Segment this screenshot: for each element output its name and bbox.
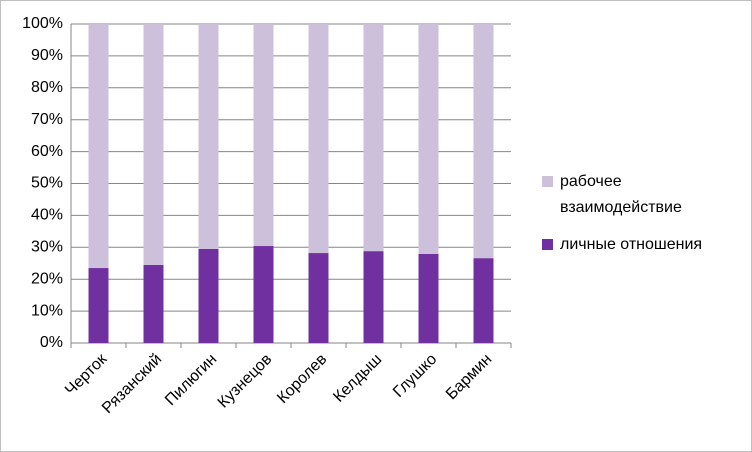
x-tick-label: Кузнецов — [215, 351, 276, 412]
x-tick-label: Королев — [274, 351, 330, 407]
bar — [418, 253, 439, 343]
x-tick-label: Келдыш — [330, 351, 385, 406]
legend-swatch — [542, 239, 553, 250]
bar — [88, 24, 109, 269]
bar — [308, 24, 329, 254]
bar — [473, 258, 494, 343]
y-tick-label: 50% — [31, 175, 63, 192]
y-tick-label: 20% — [31, 270, 63, 287]
x-tick-label: Глушко — [390, 351, 440, 401]
bar — [418, 24, 439, 254]
y-tick-label: 10% — [31, 302, 63, 319]
bar — [143, 264, 164, 343]
legend-item: личные отношения — [542, 232, 742, 258]
legend-swatch — [542, 176, 553, 187]
bar — [88, 268, 109, 343]
y-tick-label: 90% — [31, 47, 63, 64]
y-tick-label: 100% — [22, 15, 63, 32]
y-tick-label: 60% — [31, 143, 63, 160]
y-tick-label: 70% — [31, 111, 63, 128]
x-tick-label: Бармин — [443, 351, 495, 403]
y-tick-label: 30% — [31, 239, 63, 256]
x-tick-label: Рязанский — [99, 351, 165, 417]
legend-label: рабочее взаимодействие — [560, 173, 682, 216]
legend-label: личные отношения — [560, 236, 703, 253]
bar — [253, 246, 274, 343]
bar — [198, 248, 219, 343]
bar — [473, 24, 494, 259]
bar — [143, 24, 164, 265]
bar — [363, 251, 384, 343]
x-tick-label: Пилюгин — [162, 351, 220, 409]
y-tick-label: 80% — [31, 79, 63, 96]
y-tick-label: 40% — [31, 207, 63, 224]
y-tick-label: 0% — [40, 334, 63, 351]
bar — [308, 253, 329, 343]
bar — [363, 24, 384, 252]
bar — [253, 24, 274, 247]
bar — [198, 24, 219, 249]
x-tick-label: Черток — [62, 350, 111, 399]
legend-item: рабочее взаимодействие — [542, 169, 742, 221]
